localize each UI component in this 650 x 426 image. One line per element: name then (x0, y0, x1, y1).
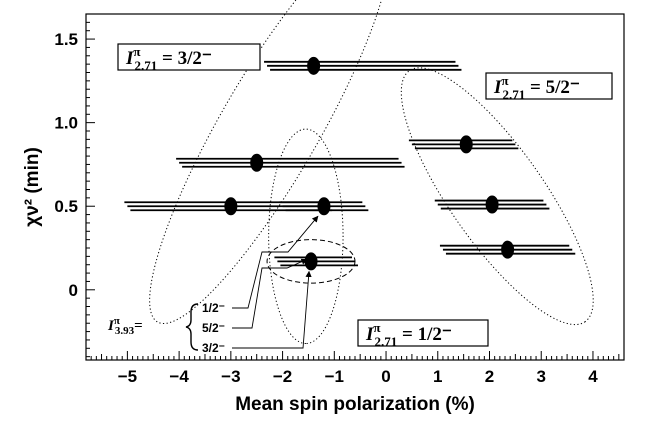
x-tick-label: −4 (169, 367, 189, 386)
brace (185, 303, 199, 351)
point-marker (485, 195, 499, 214)
label-5-2: Iπ 2.71 = 5/2⁻ (485, 72, 613, 102)
x-axis-title: Mean spin polarization (%) (235, 394, 475, 415)
point-marker (307, 56, 321, 75)
label-1-2-text: Iπ 2.71 = 1/2⁻ (365, 320, 452, 349)
point-marker (304, 252, 318, 271)
label-5-2-text: Iπ 2.71 = 5/2⁻ (493, 73, 580, 102)
spin-label: 5/2⁻ (202, 321, 225, 335)
point-marker (459, 135, 473, 154)
spin-label: 1/2⁻ (202, 301, 225, 315)
x-tick-label: 4 (588, 367, 598, 386)
y-tick-label: 0 (69, 281, 78, 300)
x-tick-label: 2 (485, 367, 494, 386)
data-point (264, 56, 462, 75)
spin-label: 3/2⁻ (202, 341, 225, 355)
point-marker (501, 240, 515, 259)
data-point (279, 197, 369, 216)
data-point (408, 135, 519, 154)
y-axis-title: χν² (min) (22, 147, 43, 227)
x-tick-label: 1 (433, 367, 442, 386)
label-1-2-box (357, 319, 489, 347)
x-tick-label: −3 (221, 367, 240, 386)
x-tick-label: −1 (325, 367, 344, 386)
leader-1-2 (232, 215, 319, 309)
label-3-2-text: Iπ 2.71 = 3/2⁻ (125, 44, 212, 73)
point-marker (317, 197, 331, 216)
x-tick-label: 0 (381, 367, 390, 386)
label-3-2: Iπ 2.71 = 3/2⁻ (117, 43, 261, 73)
data-points (124, 56, 576, 271)
leader-3-2 (232, 270, 312, 349)
x-tick-label: −5 (118, 367, 137, 386)
y-tick-label: 0.5 (54, 197, 78, 216)
point-marker (224, 197, 238, 216)
annotations: Iπ 2.71 = 3/2⁻ Iπ 2.71 = 5/2⁻ Iπ 2.71 = 1/2⁻ I… (107, 43, 613, 355)
label-i393: Iπ 3.93= 1/2⁻ 5/2⁻ 3/2⁻ (107, 215, 319, 355)
data-point (176, 153, 405, 172)
ellipse-5/2 (400, 67, 594, 326)
ellipse-1/2-outer (268, 128, 344, 345)
label-3-2-box (117, 43, 261, 71)
label-5-2-box (485, 72, 613, 100)
x-tick-label: −2 (273, 367, 292, 386)
label-i393-text: Iπ 3.93= (107, 315, 143, 337)
data-point (434, 195, 550, 214)
point-marker (250, 153, 264, 172)
y-tick-label: 1.0 (54, 114, 78, 133)
leader-5-2 (232, 258, 308, 329)
axes: −5 −4 −3 −2 −1 0 1 2 3 4 0 0.5 1.0 1.5 Mean spin polar… (22, 13, 625, 415)
data-point (439, 240, 576, 259)
x-tick-label: 3 (536, 367, 545, 386)
label-1-2: Iπ 2.71 = 1/2⁻ (357, 319, 489, 349)
y-tick-label: 1.5 (54, 30, 78, 49)
